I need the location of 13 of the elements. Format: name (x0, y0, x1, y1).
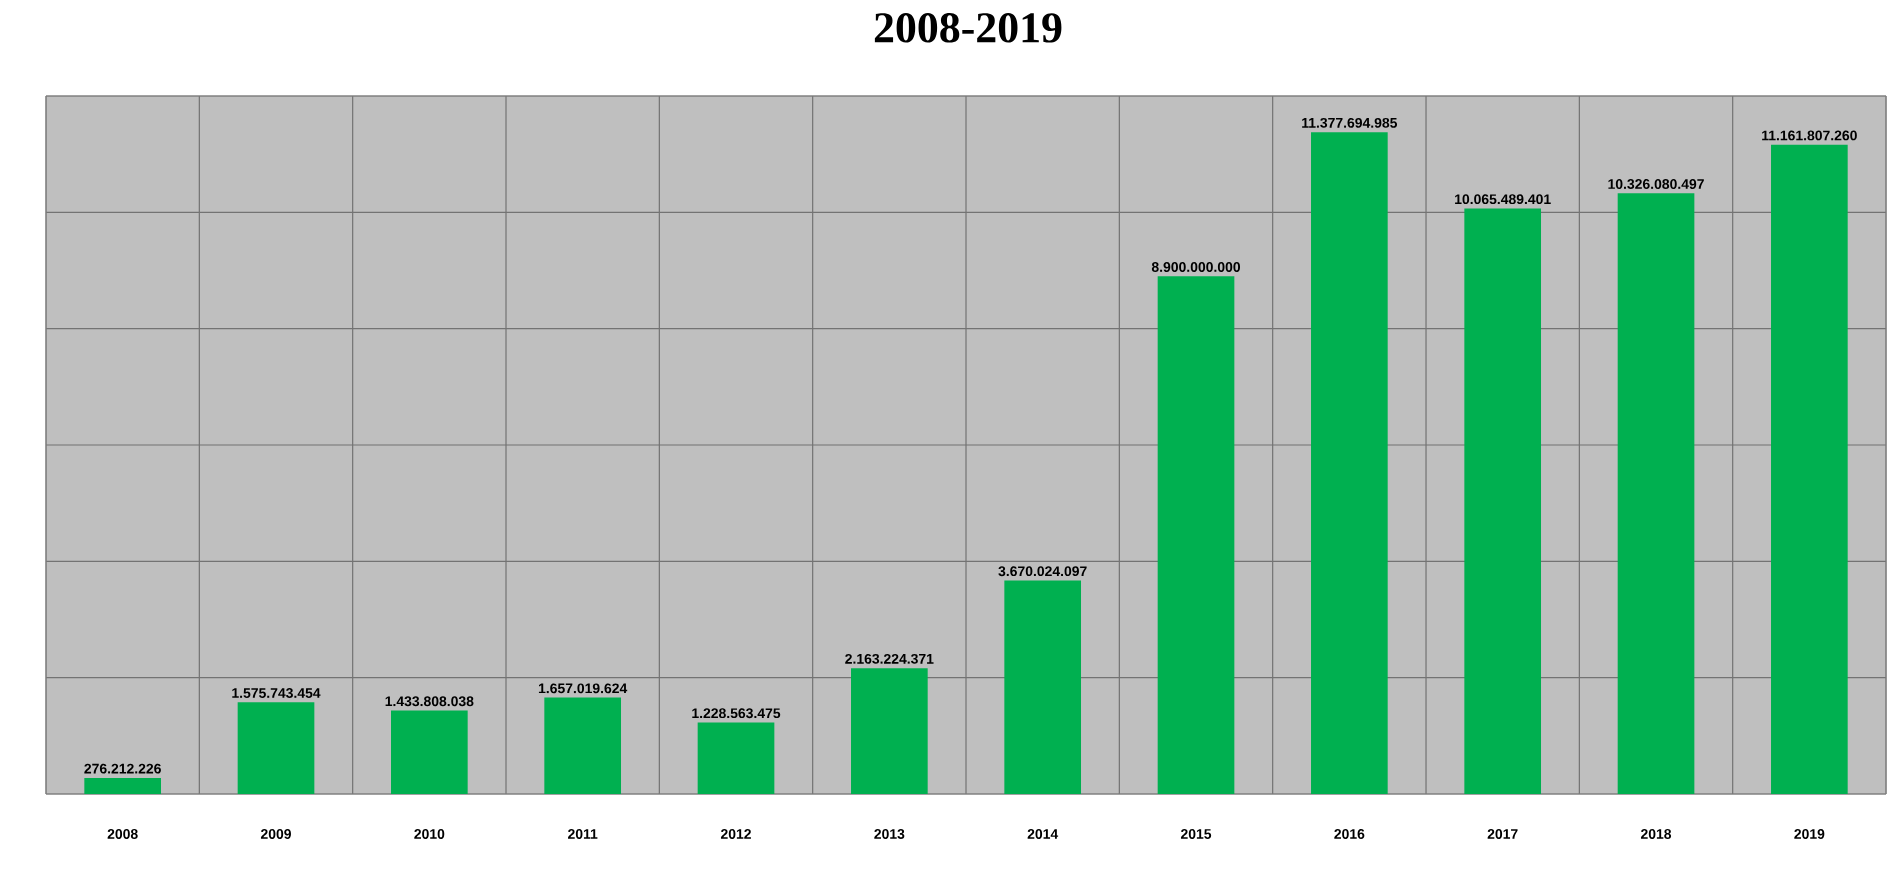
bar (1464, 208, 1542, 794)
bar (391, 710, 468, 794)
bar (237, 702, 315, 794)
bar (1157, 276, 1235, 794)
chart-title: 2008-2019 (874, 13, 1062, 43)
bar (1771, 144, 1848, 794)
bar (1004, 580, 1082, 794)
bar (544, 697, 622, 794)
bar (851, 668, 928, 794)
bar (1617, 193, 1695, 794)
bar (697, 722, 775, 794)
bar (1311, 132, 1388, 794)
bar (84, 777, 161, 794)
